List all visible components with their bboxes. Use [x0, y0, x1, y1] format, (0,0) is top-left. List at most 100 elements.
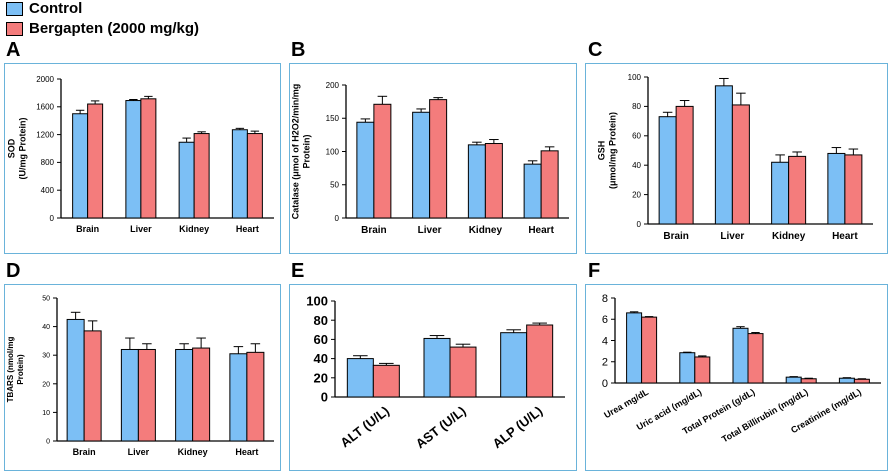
y-tick-label: 0: [46, 438, 50, 445]
y-tick-label: 80: [314, 313, 328, 328]
chart-e-liver-enzymes: 0 20 40 60 80 100 ALT (U/L) AST (U/L) ALP (U/L): [306, 294, 565, 451]
bar-bergapten: [449, 346, 477, 398]
bar-control: [679, 352, 696, 384]
x-category-label: Brain: [663, 231, 689, 242]
bar-bergapten: [788, 155, 807, 225]
x-category-label: ALT (U/L): [337, 403, 392, 450]
bar-bergapten: [87, 103, 104, 219]
y-axis-label: Protein): [16, 354, 25, 385]
y-tick-label: 6: [602, 314, 608, 326]
bar-control: [771, 161, 790, 225]
bar-control: [785, 376, 802, 384]
y-tick-label: 20: [632, 190, 641, 199]
bar-bergapten: [137, 348, 156, 442]
bar-control: [229, 353, 248, 442]
x-category-label: Total Billirubin (mg/dL): [720, 387, 810, 445]
y-tick-label: 200: [326, 81, 340, 90]
bar-control: [356, 121, 375, 219]
chart-c-gsh: 0 20 40 60 80 100 GSH (μmol/mg Protein) Brain Liv…: [597, 73, 873, 242]
y-tick-label: 1200: [36, 130, 54, 139]
y-tick-label: 10: [42, 410, 50, 417]
chart-b-catalase: 0 50 100 150 200 Catalase (μmol of H2O2/min/m…: [291, 81, 569, 236]
bar-bergapten: [246, 351, 265, 442]
bar-control: [838, 377, 855, 384]
y-tick-label: 8: [602, 293, 608, 305]
panel-f-frame: [585, 284, 888, 471]
x-category-label: Heart: [235, 447, 258, 457]
bar-bergapten: [192, 347, 211, 442]
bar-control: [626, 312, 643, 384]
y-tick-label: 2: [602, 357, 608, 369]
x-category-label: Brain: [76, 224, 99, 234]
y-axis-label: (U/mg Protein): [18, 117, 28, 179]
y-tick-label: 60: [314, 332, 328, 347]
bar-bergapten: [526, 324, 554, 398]
bar-bergapten: [140, 98, 157, 219]
legend-swatch-control: [6, 2, 23, 16]
y-tick-label: 0: [335, 214, 340, 223]
y-tick-label: 1600: [36, 103, 54, 112]
y-axis-label: GSH: [597, 141, 607, 161]
x-category-label: Brain: [73, 447, 96, 457]
y-tick-label: 800: [41, 158, 55, 167]
y-tick-label: 4: [602, 335, 608, 347]
bar-bergapten: [540, 150, 559, 219]
y-tick-label: 50: [42, 295, 50, 302]
x-category-label: Heart: [832, 231, 858, 242]
panel-letter-e: E: [291, 260, 305, 282]
x-category-label: Liver: [128, 447, 150, 457]
y-tick-label: 80: [632, 102, 641, 111]
y-tick-label: 100: [306, 294, 328, 309]
panel-e-frame: [289, 284, 577, 471]
panel-a-frame: [4, 63, 281, 254]
x-category-label: Heart: [236, 224, 259, 234]
bar-bergapten: [484, 143, 503, 219]
x-category-label: Kidney: [179, 224, 209, 234]
y-tick-label: 40: [632, 161, 641, 170]
x-category-label: Kidney: [178, 447, 208, 457]
legend-swatch-bergapten: [6, 22, 23, 36]
chart-a-sod: 0 400 800 1200 1600 2000 SOD (U/mg Protein) Brai…: [7, 75, 274, 234]
panel-letter-d: D: [6, 260, 21, 282]
bar-bergapten: [246, 133, 263, 219]
legend-label-bergapten: Bergapten (2000 mg/kg): [29, 20, 200, 37]
x-category-label: Heart: [528, 225, 554, 236]
bar-control: [467, 144, 486, 219]
bar-control: [175, 348, 194, 442]
panel-d-frame: [4, 284, 281, 471]
bar-bergapten: [731, 104, 750, 225]
bar-bergapten: [675, 105, 694, 225]
bar-bergapten: [853, 378, 870, 384]
bar-bergapten: [747, 333, 764, 384]
y-tick-label: 100: [628, 73, 642, 82]
y-tick-label: 0: [602, 378, 608, 390]
bar-control: [125, 100, 142, 219]
panel-letter-f: F: [588, 260, 601, 282]
bar-control: [500, 332, 528, 398]
y-tick-label: 60: [632, 132, 641, 141]
panel-letter-c: C: [588, 39, 603, 61]
x-category-label: Liver: [720, 231, 744, 242]
chart-d-tbars: 0 10 20 30 40 50 TBARS (nmol/mg Protein) Brain Li…: [6, 295, 274, 457]
bar-bergapten: [800, 378, 817, 384]
x-category-label: ALP (U/L): [490, 403, 546, 451]
bar-bergapten: [193, 133, 210, 219]
y-axis-label: Protein): [302, 134, 312, 168]
y-axis-label: (μmol/mg Protein): [608, 112, 618, 189]
bar-bergapten: [694, 356, 711, 384]
x-category-label: Kidney: [772, 231, 806, 242]
y-tick-label: 400: [41, 186, 55, 195]
panel-b-frame: [289, 63, 577, 254]
y-tick-label: 30: [42, 353, 50, 360]
bar-control: [827, 152, 846, 225]
bar-control: [178, 141, 195, 219]
panel-letter-b: B: [291, 39, 306, 61]
y-tick-label: 2000: [36, 75, 54, 84]
panel-c-frame: [585, 63, 888, 254]
legend-label-control: Control: [29, 0, 83, 17]
bar-control: [732, 327, 749, 384]
y-tick-label: 0: [637, 220, 642, 229]
bar-control: [523, 163, 542, 219]
y-tick-label: 0: [50, 214, 55, 223]
